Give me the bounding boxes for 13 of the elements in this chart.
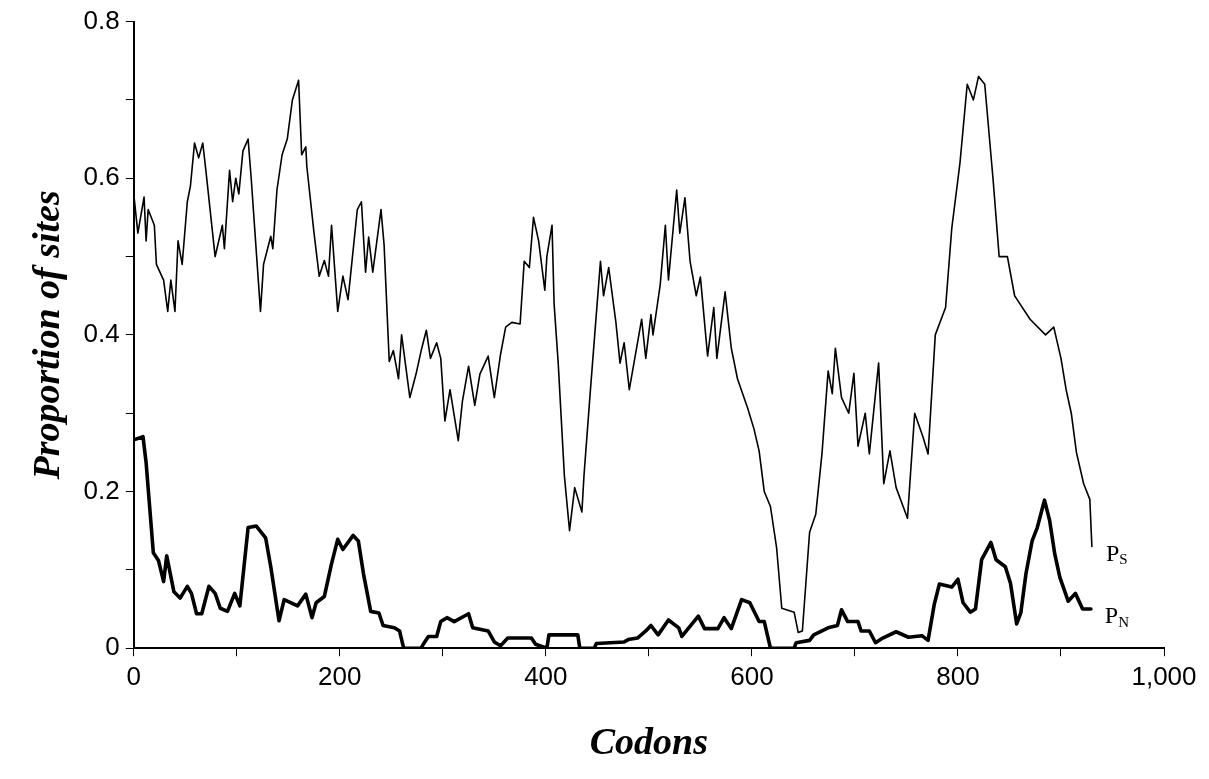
x-tick-label: 600 <box>730 660 774 691</box>
y-tick-label: 0.8 <box>83 4 120 35</box>
x-tick-label: 200 <box>318 660 362 691</box>
y-axis-title: Proportion of sites <box>24 190 67 481</box>
y-tick-label: 0.4 <box>83 318 120 349</box>
x-tick-label: 0 <box>126 660 141 691</box>
y-tick-label: 0.6 <box>83 161 120 192</box>
y-tick-label: 0.2 <box>83 474 120 505</box>
y-tick-label: 0 <box>105 631 120 662</box>
x-axis-title: Codons <box>589 720 709 763</box>
x-tick-label: 1,000 <box>1131 660 1197 691</box>
x-tick-label: 400 <box>524 660 568 691</box>
x-tick-label: 800 <box>936 660 980 691</box>
